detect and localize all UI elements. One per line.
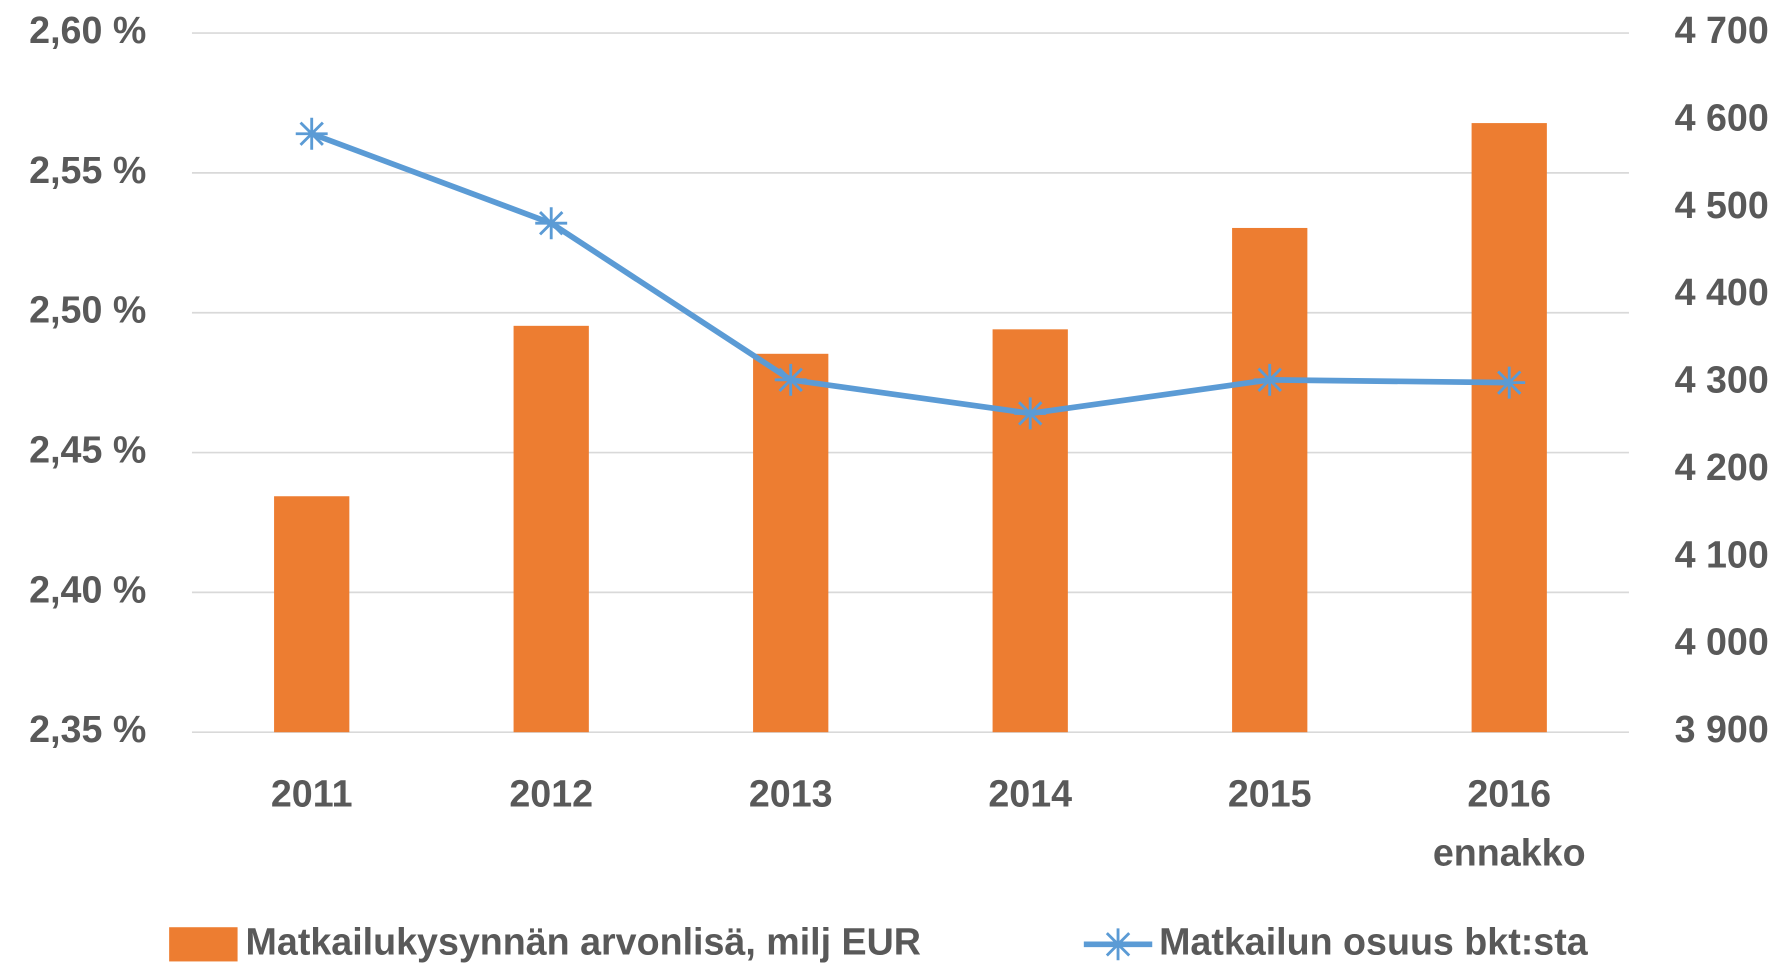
line: [310, 131, 1510, 417]
x-tick-label-box: 2013: [748, 772, 833, 815]
legend-label: Matkailun osuus bkt:sta: [1159, 920, 1589, 962]
marker: [774, 363, 807, 396]
marker: [1014, 397, 1047, 430]
bar: [992, 329, 1068, 733]
x-tick-label: 2016 ennakko: [1432, 772, 1586, 874]
x-tick-label: 2012: [509, 772, 594, 815]
y-tick-label: 2,50 %: [29, 289, 146, 331]
y2-tick-label: 4 300: [1675, 359, 1769, 401]
legend-swatch: [169, 927, 238, 962]
x-tick-label-box: 2011: [270, 772, 353, 815]
x-tick-label-box: 2012: [509, 772, 594, 815]
x-tick-label-box: 2016 ennakko: [1432, 772, 1586, 874]
bar: [1471, 123, 1547, 733]
y2-tick-label: 4 400: [1675, 271, 1769, 313]
y2-tick-label: 4 500: [1675, 184, 1769, 226]
y2-tick-label: 4 200: [1675, 446, 1769, 488]
x-tick-label-box: 2015: [1227, 772, 1312, 815]
y-tick-label: 2,60 %: [29, 9, 146, 51]
y2-tick-label: 3 900: [1675, 708, 1769, 750]
x-tick-label: 2013: [748, 772, 833, 815]
bar: [513, 325, 589, 733]
legend-marker: [1102, 928, 1135, 961]
bar: [274, 496, 350, 733]
x-tick-label: 2015: [1227, 772, 1312, 815]
marker: [1493, 366, 1526, 399]
x-tick-label: 2011: [270, 772, 353, 815]
marker: [1253, 363, 1286, 396]
marker: [535, 207, 568, 240]
y-tick-label: 2,55 %: [29, 149, 146, 191]
bar: [1232, 227, 1308, 733]
bar: [753, 353, 829, 733]
y2-tick-label: 4 700: [1675, 9, 1769, 51]
y2-tick-label: 4 000: [1675, 621, 1769, 663]
legend-label: Matkailukysynnän arvonlisä, milj EUR: [246, 920, 921, 962]
x-tick-label: 2014: [988, 772, 1073, 815]
y2-tick-label: 4 100: [1675, 533, 1769, 575]
marker: [295, 117, 328, 150]
x-tick-label-box: 2014: [988, 772, 1073, 815]
y-tick-label: 2,40 %: [29, 568, 146, 610]
y-tick-label: 2,45 %: [29, 428, 146, 470]
y-tick-label: 2,35 %: [29, 708, 146, 750]
y2-tick-label: 4 600: [1675, 96, 1769, 138]
